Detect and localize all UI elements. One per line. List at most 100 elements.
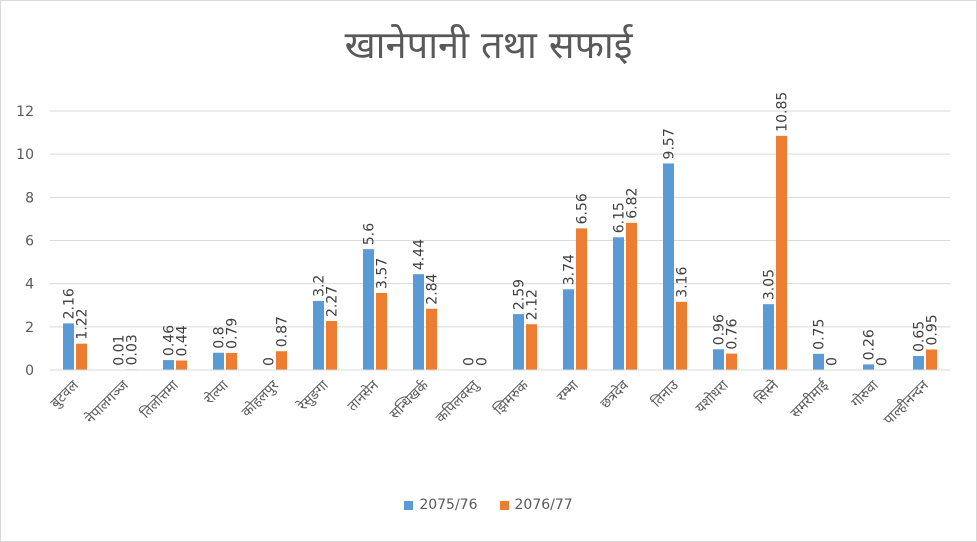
category-label: छत्रदेव bbox=[597, 377, 632, 412]
category-label: तिलोत्तमा bbox=[137, 377, 182, 422]
data-label-series-1: 0.46 bbox=[162, 325, 178, 356]
category-label: तानसेन bbox=[344, 377, 382, 415]
data-label-series-2: 10.85 bbox=[775, 92, 791, 132]
bar-series-1 bbox=[413, 274, 424, 370]
data-label-series-1: 0.75 bbox=[812, 319, 828, 350]
data-label-series-2: 0.76 bbox=[725, 318, 741, 349]
data-labels: 2.161.220.010.03 0.460.44 0.80.7900.873.22… bbox=[62, 92, 941, 366]
bar-series-1 bbox=[63, 323, 74, 370]
y-tick-label: 6 bbox=[25, 234, 34, 250]
data-label-series-1: 2.59 bbox=[512, 279, 528, 310]
category-label: तिनाउ bbox=[648, 377, 682, 411]
data-label-series-1: 6.15 bbox=[612, 202, 628, 233]
data-label-series-2: 0.79 bbox=[225, 318, 241, 349]
bar-series-2 bbox=[776, 135, 787, 370]
bar-series-1 bbox=[913, 355, 924, 370]
bar-series-2 bbox=[426, 308, 437, 370]
legend-swatch-series-2 bbox=[499, 500, 509, 510]
data-label-series-2: 2.12 bbox=[525, 289, 541, 320]
legend: 2075/76 2076/77 bbox=[0, 497, 977, 513]
bar-series-2 bbox=[726, 353, 737, 370]
bar-series-1 bbox=[363, 249, 374, 370]
data-label-series-2: 1.22 bbox=[75, 308, 91, 339]
legend-item-series-2: 2076/77 bbox=[499, 497, 573, 513]
bar-series-2 bbox=[576, 228, 587, 370]
data-label-series-1: 0.8 bbox=[212, 326, 228, 348]
gridlines bbox=[50, 110, 950, 328]
bar-series-2 bbox=[926, 349, 937, 370]
bar-series-1 bbox=[863, 364, 874, 370]
data-label-series-2: 0.03 bbox=[125, 334, 141, 365]
bar-series-1 bbox=[663, 163, 674, 370]
data-label-series-2: 2.84 bbox=[425, 273, 441, 304]
category-label: झिमरुक bbox=[490, 377, 532, 419]
bar-series-2 bbox=[276, 351, 287, 370]
category-labels: बुटवल नेपालगञ्ज तिलोत्तमा रोल्पा कोहलपुर रेसु… bbox=[48, 376, 932, 428]
data-label-series-1: 2.16 bbox=[62, 288, 78, 319]
data-label-series-1: 0.01 bbox=[112, 335, 128, 366]
data-label-series-1: 0.26 bbox=[862, 329, 878, 360]
bar-series-1 bbox=[163, 360, 174, 370]
data-label-series-2: 6.56 bbox=[575, 193, 591, 224]
bar-series-1 bbox=[813, 353, 824, 370]
y-axis-ticks: 0 2 4 6 8 10 12 bbox=[16, 104, 34, 379]
data-label-series-1: 0.65 bbox=[912, 321, 928, 352]
bar-series-1 bbox=[713, 349, 724, 370]
legend-label-series-1: 2075/76 bbox=[419, 497, 478, 513]
data-label-series-1: 3.2 bbox=[312, 275, 328, 297]
category-label: कोहलपुर bbox=[238, 377, 282, 421]
category-label: नेपालगञ्ज bbox=[82, 376, 133, 427]
legend-item-series-1: 2075/76 bbox=[404, 497, 478, 513]
bar-series-2 bbox=[676, 301, 687, 370]
chart-title: खानेपानी तथा सफाई bbox=[344, 23, 633, 67]
y-tick-label: 10 bbox=[16, 147, 34, 163]
bar-series-1 bbox=[513, 314, 524, 370]
bar-series-2 bbox=[176, 360, 187, 370]
category-label: कपिलवस्तु bbox=[432, 376, 482, 426]
y-tick-label: 0 bbox=[25, 363, 34, 379]
bar-series-1 bbox=[563, 289, 574, 370]
data-label-series-2: 3.57 bbox=[375, 258, 391, 289]
data-label-series-2: 0 bbox=[875, 357, 891, 366]
legend-label-series-2: 2076/77 bbox=[514, 497, 573, 513]
data-label-series-1: 5.6 bbox=[362, 223, 378, 245]
category-label: रम्भा bbox=[554, 377, 582, 405]
bar-series-2 bbox=[376, 292, 387, 370]
data-label-series-1: 4.44 bbox=[412, 239, 428, 270]
y-tick-label: 2 bbox=[25, 320, 34, 336]
category-label: रेसुङगा bbox=[294, 377, 332, 415]
data-label-series-1: 9.57 bbox=[662, 128, 678, 159]
data-label-series-2: 0.87 bbox=[275, 316, 291, 347]
data-label-series-2: 2.27 bbox=[325, 286, 341, 317]
bars bbox=[63, 135, 937, 370]
category-label: सिस्ने bbox=[751, 377, 782, 408]
data-label-series-1: 3.05 bbox=[762, 269, 778, 300]
data-label-series-2: 3.16 bbox=[675, 267, 691, 298]
legend-swatch-series-1 bbox=[404, 500, 414, 510]
category-label: बुटवल bbox=[48, 377, 83, 412]
data-label-series-2: 0.44 bbox=[175, 325, 191, 356]
category-label: यशोधरा bbox=[692, 377, 732, 417]
bar-series-2 bbox=[226, 352, 237, 370]
bar-series-2 bbox=[326, 321, 337, 370]
y-tick-label: 4 bbox=[25, 277, 34, 293]
bar-series-2 bbox=[526, 324, 537, 370]
data-label-series-1: 0 bbox=[262, 357, 278, 366]
bar-series-1 bbox=[613, 237, 624, 370]
y-tick-label: 12 bbox=[16, 104, 34, 120]
category-label: पाल्हीनन्दन bbox=[880, 377, 932, 429]
category-label: रोल्पा bbox=[201, 377, 232, 408]
bar-series-2 bbox=[76, 343, 87, 370]
data-label-series-2: 0 bbox=[825, 357, 841, 366]
bar-series-1 bbox=[763, 304, 774, 370]
category-label: सन्धिखर्क bbox=[386, 377, 432, 423]
bar-series-1 bbox=[213, 352, 224, 370]
data-label-series-1: 3.74 bbox=[562, 254, 578, 285]
category-label: गोरुवा bbox=[848, 377, 882, 411]
category-label: समरीमाई bbox=[787, 376, 832, 421]
data-label-series-1: 0 bbox=[462, 357, 478, 366]
y-tick-label: 8 bbox=[25, 190, 34, 206]
data-label-series-2: 0 bbox=[475, 357, 491, 366]
